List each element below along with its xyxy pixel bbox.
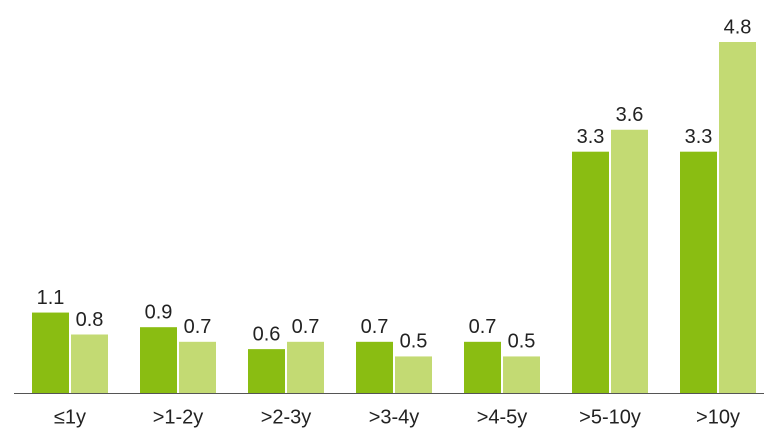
bar [32, 312, 69, 393]
bar [395, 356, 432, 393]
x-tick-label: >5-10y [579, 406, 641, 428]
x-tick-label: >4-5y [477, 406, 528, 428]
value-label: 3.3 [685, 126, 713, 148]
value-label: 0.8 [76, 309, 104, 331]
x-tick-label: >10y [696, 406, 740, 428]
value-label: 3.6 [616, 104, 644, 126]
bar [71, 334, 108, 393]
value-label: 0.6 [253, 323, 281, 345]
x-tick-label: >3-4y [369, 406, 420, 428]
value-label: 0.5 [508, 331, 536, 353]
value-label: 0.7 [292, 316, 320, 338]
bar [464, 341, 501, 393]
bar [611, 129, 648, 393]
bar [287, 341, 324, 393]
bar [680, 151, 717, 393]
value-label: 4.8 [724, 16, 752, 38]
value-label: 0.7 [469, 316, 497, 338]
bar [356, 341, 393, 393]
bar [719, 42, 756, 393]
value-label: 0.7 [184, 316, 212, 338]
value-label: 0.7 [361, 316, 389, 338]
bar [248, 349, 285, 393]
value-label: 1.1 [37, 287, 65, 309]
x-tick-label: ≤1y [54, 406, 86, 428]
bar [179, 341, 216, 393]
x-tick-label: >1-2y [153, 406, 204, 428]
x-tick-label: >2-3y [261, 406, 312, 428]
value-label: 0.5 [400, 331, 428, 353]
value-label: 3.3 [577, 126, 605, 148]
bar [503, 356, 540, 393]
bar [572, 151, 609, 393]
value-label: 0.9 [145, 301, 173, 323]
bar [140, 327, 177, 393]
